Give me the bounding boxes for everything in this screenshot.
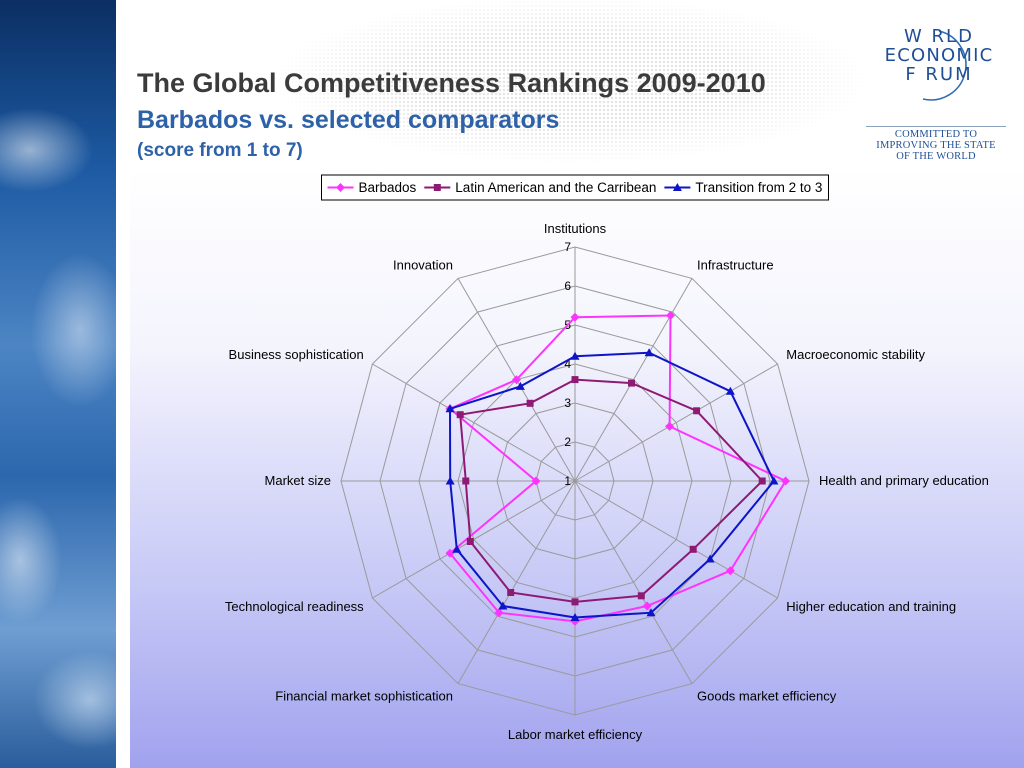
radial-tick-label: 3 bbox=[564, 396, 571, 410]
data-point bbox=[705, 554, 715, 563]
data-point bbox=[445, 548, 455, 558]
axis-label: Business sophistication bbox=[229, 347, 364, 362]
radial-tick-label: 7 bbox=[564, 240, 571, 254]
radial-tick-label: 2 bbox=[564, 435, 571, 449]
data-point bbox=[498, 601, 508, 610]
score-note: (score from 1 to 7) bbox=[137, 140, 303, 161]
earth-side-panel bbox=[0, 0, 116, 768]
data-point bbox=[512, 375, 521, 385]
axis-label: Health and primary education bbox=[819, 473, 989, 488]
data-point bbox=[693, 407, 701, 415]
legend-label: Transition from 2 to 3 bbox=[695, 180, 822, 195]
data-point bbox=[644, 348, 654, 357]
legend-frame bbox=[321, 174, 829, 201]
tagline-line-2: IMPROVING THE STATE bbox=[876, 140, 996, 151]
wef-arc-logo-icon bbox=[922, 30, 967, 101]
data-point bbox=[445, 404, 455, 413]
series-group-2 bbox=[445, 348, 779, 621]
data-point bbox=[637, 592, 645, 600]
data-point bbox=[665, 421, 675, 431]
data-point bbox=[570, 613, 580, 621]
tagline-line-3: OF THE WORLD bbox=[896, 151, 976, 162]
series-group-0 bbox=[445, 311, 791, 626]
radar-spoke bbox=[574, 363, 778, 482]
legend-marker bbox=[672, 183, 682, 191]
data-point bbox=[769, 476, 779, 485]
axis-label: Institutions bbox=[544, 221, 607, 236]
chart-area: 1 2 3 4 5 6 7 Institutions Infrastructure Macroec… bbox=[130, 168, 1024, 768]
data-point bbox=[462, 477, 470, 485]
legend-label: Barbados bbox=[359, 180, 417, 195]
axis-label: Higher education and training bbox=[786, 599, 956, 614]
axis-label: Innovation bbox=[393, 258, 453, 273]
axis-label: Goods market efficiency bbox=[697, 688, 837, 703]
radial-tick-label: 4 bbox=[564, 357, 571, 371]
legend-marker bbox=[336, 183, 345, 192]
data-point bbox=[452, 544, 462, 553]
data-point bbox=[570, 351, 580, 360]
wef-logo: W RLD ECONOMIC F RUM bbox=[885, 26, 994, 101]
radar-spoke bbox=[372, 363, 576, 482]
data-point bbox=[515, 381, 525, 390]
data-point bbox=[781, 476, 791, 486]
tagline-line-1: COMMITTED TO bbox=[894, 129, 978, 140]
radar-grid bbox=[340, 246, 810, 716]
wef-tagline: COMMITTED TO IMPROVING THE STATE OF THE … bbox=[866, 126, 1006, 162]
slide-title: The Global Competitiveness Rankings 2009… bbox=[137, 68, 766, 98]
radar-spoke bbox=[457, 480, 576, 684]
data-point bbox=[570, 312, 580, 322]
axis-label: Market size bbox=[265, 473, 331, 488]
data-point bbox=[531, 476, 541, 486]
radar-spoke bbox=[574, 480, 693, 684]
data-point bbox=[494, 608, 504, 618]
logo-line-3: F RUM bbox=[905, 64, 972, 85]
data-point bbox=[689, 545, 697, 553]
axis-label: Technological readiness bbox=[225, 599, 364, 614]
legend-label: Latin American and the Carribean bbox=[455, 180, 656, 195]
slide-subtitle: Barbados vs. selected comparators bbox=[137, 106, 560, 134]
axis-label: Macroeconomic stability bbox=[786, 347, 925, 362]
axis-label: Financial market sophistication bbox=[275, 688, 453, 703]
legend-marker bbox=[433, 184, 441, 191]
series-group-1 bbox=[456, 376, 766, 606]
data-point bbox=[571, 598, 579, 606]
data-point bbox=[507, 589, 515, 596]
radar-chart: 1234567InstitutionsInfrastructureMacroec… bbox=[225, 174, 989, 742]
data-point bbox=[642, 601, 652, 611]
data-point bbox=[526, 399, 534, 407]
data-point bbox=[646, 608, 656, 617]
axis-label: Labor market efficiency bbox=[508, 727, 643, 742]
radar-spoke bbox=[574, 480, 778, 599]
data-point bbox=[466, 538, 474, 545]
logo-line-1: W RLD bbox=[904, 26, 974, 47]
data-point bbox=[725, 386, 735, 395]
data-point bbox=[666, 311, 675, 320]
data-point bbox=[456, 411, 464, 419]
radial-tick-label: 1 bbox=[564, 474, 571, 488]
radial-tick-label: 6 bbox=[564, 279, 571, 293]
world-map-background bbox=[250, 0, 870, 175]
data-point bbox=[725, 566, 735, 576]
logo-line-2: ECONOMIC bbox=[885, 45, 994, 66]
data-point bbox=[758, 477, 766, 485]
data-point bbox=[445, 476, 455, 485]
chart-legend: Barbados Latin American and the Carribean… bbox=[321, 174, 829, 201]
data-point bbox=[628, 379, 635, 387]
data-point bbox=[571, 376, 579, 384]
axis-label: Infrastructure bbox=[697, 258, 774, 273]
